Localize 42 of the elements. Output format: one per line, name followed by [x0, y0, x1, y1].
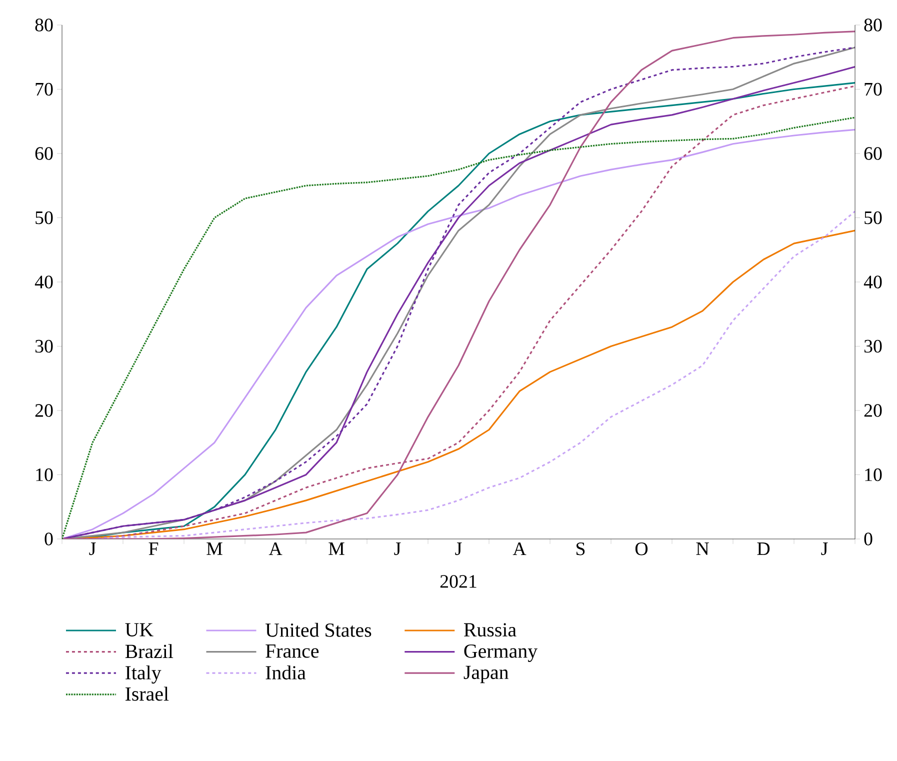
y2-tick-label: 20 — [35, 404, 53, 417]
x-tick-label: N — [696, 542, 709, 555]
legend-label: UK — [125, 623, 154, 636]
x-tick-label: F — [148, 542, 158, 555]
y2-tick-label: 40 — [34, 276, 53, 288]
y-tick-label: 10 — [865, 468, 882, 482]
y-tick-label: 20 — [864, 404, 882, 417]
y-tick-label: 60 — [864, 147, 882, 160]
legend-label: United States — [265, 622, 372, 637]
x-tick-label: J — [455, 542, 462, 556]
y-tick-label: 30 — [864, 340, 882, 353]
legend-label: Germany — [464, 644, 538, 662]
y-tick-label: 50 — [864, 211, 882, 224]
y2-tick-label: 70 — [36, 82, 53, 96]
y2-tick-label: 0 — [44, 532, 53, 546]
x-tick-label: J — [821, 542, 828, 556]
legend-label: India — [266, 665, 306, 680]
y-tick-label: 70 — [864, 82, 882, 96]
x-tick-label: D — [757, 542, 770, 555]
y-tick-label: 0 — [864, 532, 872, 546]
y-tick-label: 40 — [864, 276, 882, 288]
y2-tick-label: 60 — [35, 147, 53, 160]
x-tick-label: M — [328, 542, 344, 555]
legend-label: France — [266, 644, 319, 658]
x-tick-label: M — [206, 542, 222, 555]
x-tick-label: J — [89, 542, 96, 556]
x-tick-label: A — [268, 542, 282, 555]
legend-label: Russia — [464, 623, 516, 637]
y2-tick-label: 50 — [36, 211, 53, 224]
y2-tick-label: 10 — [36, 468, 53, 482]
x-tick-label: O — [635, 542, 648, 556]
x-tick-label: S — [576, 542, 585, 556]
x-tick-label: A — [512, 542, 526, 555]
x-axis-title: 2021 — [440, 575, 476, 588]
y2-tick-label: 80 — [35, 18, 53, 32]
legend-label: Italy — [126, 665, 162, 684]
y2-tick-label: 30 — [35, 340, 53, 353]
y-tick-label: 80 — [864, 18, 882, 32]
legend-label: Japan — [464, 666, 508, 684]
legend-label: Brazil — [125, 644, 174, 658]
legend-label: Israel — [126, 686, 169, 701]
x-tick-label: J — [394, 542, 401, 556]
